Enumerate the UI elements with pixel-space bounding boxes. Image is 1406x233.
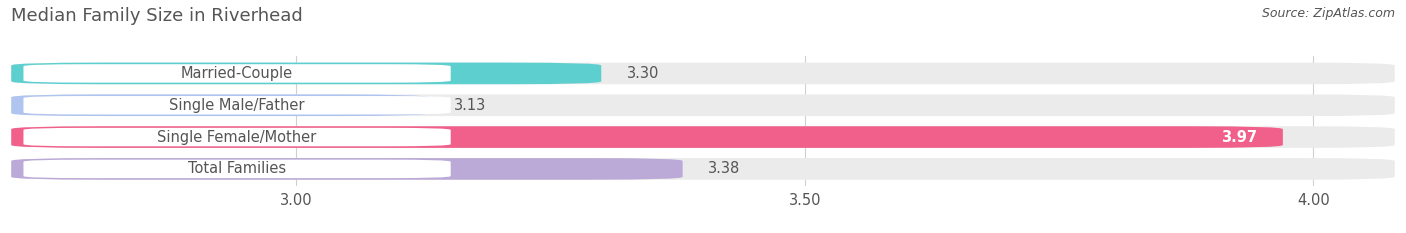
Text: 3.30: 3.30	[627, 66, 659, 81]
FancyBboxPatch shape	[11, 126, 1395, 148]
Text: Married-Couple: Married-Couple	[181, 66, 292, 81]
Text: 3.97: 3.97	[1222, 130, 1257, 144]
FancyBboxPatch shape	[11, 158, 1395, 180]
FancyBboxPatch shape	[11, 158, 683, 180]
FancyBboxPatch shape	[11, 63, 1395, 84]
Text: Single Female/Mother: Single Female/Mother	[157, 130, 316, 144]
FancyBboxPatch shape	[11, 126, 1282, 148]
Text: Median Family Size in Riverhead: Median Family Size in Riverhead	[11, 7, 304, 25]
FancyBboxPatch shape	[24, 128, 451, 146]
Text: 3.13: 3.13	[454, 98, 486, 113]
FancyBboxPatch shape	[24, 96, 451, 114]
FancyBboxPatch shape	[11, 94, 1395, 116]
FancyBboxPatch shape	[11, 94, 429, 116]
Text: 3.38: 3.38	[709, 161, 741, 176]
FancyBboxPatch shape	[24, 64, 451, 83]
FancyBboxPatch shape	[24, 160, 451, 178]
Text: Source: ZipAtlas.com: Source: ZipAtlas.com	[1261, 7, 1395, 20]
Text: Total Families: Total Families	[188, 161, 287, 176]
Text: Single Male/Father: Single Male/Father	[169, 98, 305, 113]
FancyBboxPatch shape	[11, 63, 602, 84]
